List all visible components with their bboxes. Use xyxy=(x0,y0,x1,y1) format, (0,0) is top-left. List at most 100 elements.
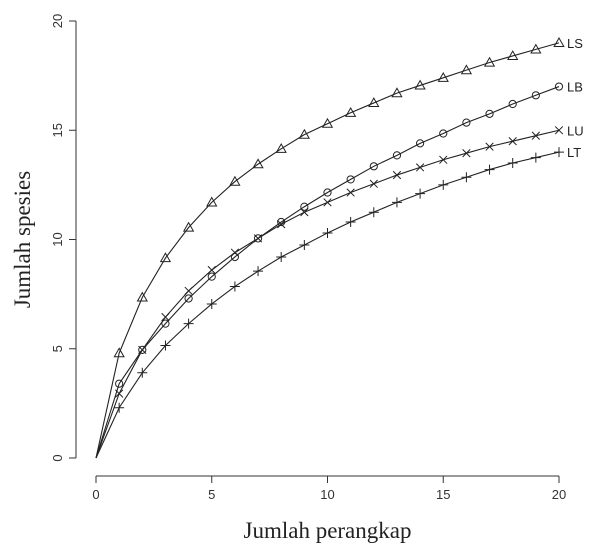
data-point-lb xyxy=(392,151,402,160)
data-point-lu xyxy=(114,389,124,398)
data-point-ls xyxy=(275,143,287,153)
y-tick-label: 10 xyxy=(50,232,65,246)
axes xyxy=(75,21,559,477)
data-point-lu xyxy=(439,155,448,164)
data-point-lu xyxy=(369,179,378,188)
data-point-lt xyxy=(299,239,310,250)
data-point-lt xyxy=(137,367,148,378)
series-ls: LS xyxy=(95,36,583,459)
data-point-ls xyxy=(113,347,125,358)
y-tick-label: 0 xyxy=(50,454,65,461)
data-point-lb xyxy=(184,294,193,303)
data-point-lt xyxy=(206,298,217,309)
data-point-ls xyxy=(136,291,148,302)
data-point-lb xyxy=(369,162,378,171)
data-point-ls xyxy=(344,106,357,117)
data-point-lu xyxy=(253,234,263,243)
data-point-lt xyxy=(507,158,518,169)
data-point-lu xyxy=(415,163,425,172)
data-point-lu xyxy=(554,126,564,135)
data-point-lb xyxy=(253,234,263,243)
data-point-lt xyxy=(438,179,449,190)
series-line-lb xyxy=(95,86,560,459)
series-label-lt: LT xyxy=(567,145,581,160)
data-point-lu xyxy=(462,149,471,158)
data-point-lt xyxy=(484,164,495,175)
data-point-ls xyxy=(368,97,380,108)
x-ticks: 0 5 10 15 20 xyxy=(92,476,566,502)
data-point-lb xyxy=(161,319,170,328)
x-tick-label: 10 xyxy=(320,487,334,502)
series-lu: LU xyxy=(95,123,584,459)
data-point-lt xyxy=(114,402,125,413)
data-point-lt xyxy=(253,266,264,277)
data-point-ls xyxy=(206,196,218,207)
data-point-lu xyxy=(531,131,541,140)
data-point-lu xyxy=(184,286,193,296)
data-point-ls xyxy=(507,50,519,61)
series-label-ls: LS xyxy=(567,36,583,51)
data-point-lb xyxy=(531,91,540,100)
data-point-lb xyxy=(439,129,448,138)
data-point-ls xyxy=(414,79,426,90)
data-point-lt xyxy=(276,251,287,262)
data-point-ls xyxy=(229,175,241,186)
series-label-lb: LB xyxy=(567,80,583,95)
data-point-ls xyxy=(321,117,334,128)
data-point-lu xyxy=(485,142,494,151)
x-tick-label: 5 xyxy=(208,487,215,502)
data-point-lb xyxy=(230,252,239,262)
data-point-lu xyxy=(346,188,355,197)
data-point-lt xyxy=(160,340,171,351)
data-point-lt xyxy=(391,197,402,208)
data-point-lb xyxy=(485,109,494,118)
series-line-lt xyxy=(95,151,560,459)
data-point-ls xyxy=(460,64,473,75)
x-tick-label: 20 xyxy=(552,487,566,502)
data-point-lu xyxy=(230,248,240,257)
data-point-lt xyxy=(368,207,379,218)
data-point-ls xyxy=(437,72,449,82)
data-point-lu xyxy=(161,312,170,322)
series-label-lu: LU xyxy=(567,123,584,138)
series-lt: LT xyxy=(95,145,581,459)
x-tick-label: 0 xyxy=(92,487,99,502)
data-point-lt xyxy=(554,147,564,158)
data-point-lu xyxy=(207,265,216,275)
data-point-lb xyxy=(300,202,309,211)
data-point-lt xyxy=(530,152,541,163)
data-point-lb xyxy=(416,139,425,148)
data-point-lt xyxy=(229,281,240,292)
data-point-ls xyxy=(483,56,496,67)
data-point-lu xyxy=(277,220,286,229)
series-lb: LB xyxy=(95,80,583,459)
data-point-lu xyxy=(300,208,309,217)
data-point-ls xyxy=(159,252,172,263)
data-point-lt xyxy=(345,217,356,228)
x-axis-title: Jumlah perangkap xyxy=(244,518,412,543)
data-point-ls xyxy=(553,37,565,47)
y-axis-title: Jumlah spesies xyxy=(10,171,35,308)
data-point-lb xyxy=(138,345,147,354)
data-point-lb xyxy=(207,272,216,281)
series-line-ls xyxy=(95,42,560,459)
y-ticks: 0 5 10 15 20 xyxy=(50,14,76,462)
data-point-lu xyxy=(508,137,517,146)
data-point-lb xyxy=(323,188,332,197)
data-point-lu xyxy=(138,345,147,354)
data-point-lu xyxy=(392,170,402,180)
data-point-lt xyxy=(183,318,194,329)
data-point-lb xyxy=(508,99,517,109)
x-tick-label: 15 xyxy=(436,487,450,502)
plot-area: LS LB LU LT xyxy=(95,36,584,459)
data-point-lb xyxy=(462,118,471,127)
data-point-lb xyxy=(554,82,564,91)
data-point-ls xyxy=(182,221,195,232)
data-point-lt xyxy=(322,227,333,238)
data-point-ls xyxy=(530,43,542,54)
y-tick-label: 15 xyxy=(50,123,65,137)
y-tick-label: 5 xyxy=(50,345,65,352)
data-point-ls xyxy=(252,158,264,169)
y-tick-label: 20 xyxy=(50,14,65,28)
